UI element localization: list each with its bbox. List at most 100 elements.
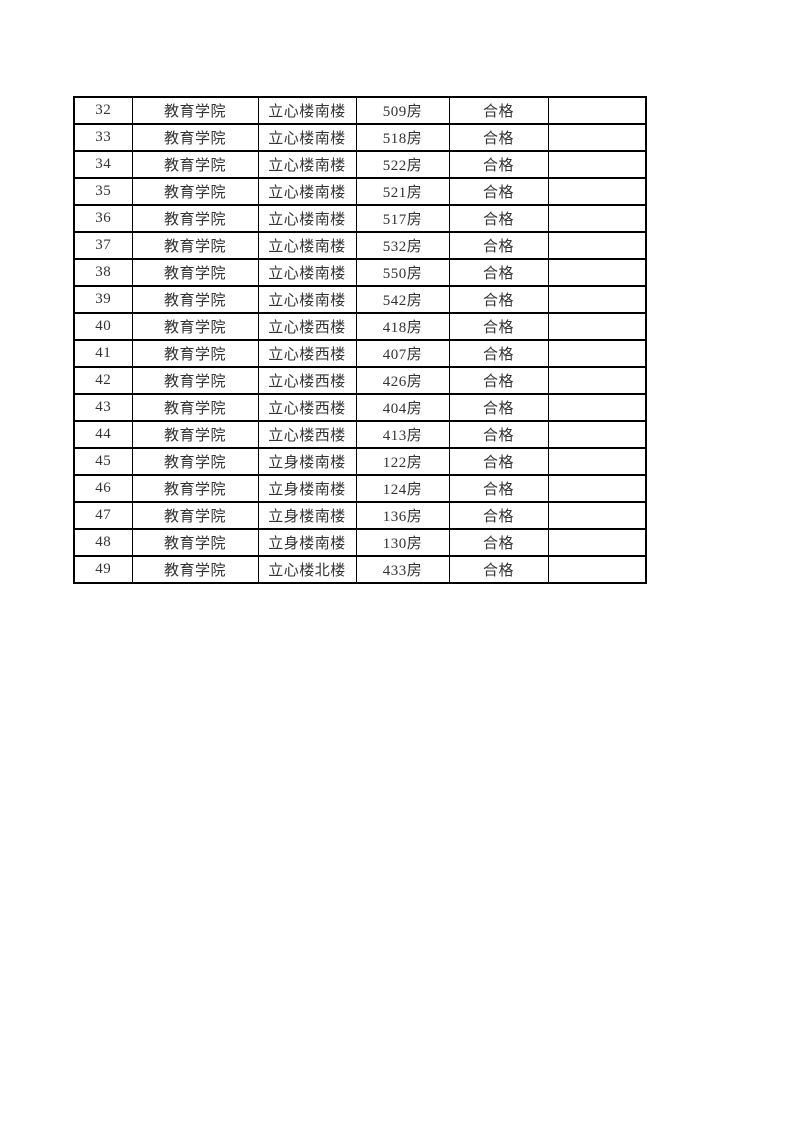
cell-status: 合格 [448,285,549,314]
cell-status: 合格 [448,366,549,395]
cell-college: 教育学院 [131,258,259,287]
cell-status: 合格 [448,150,549,179]
cell-building: 立心楼南楼 [257,258,357,287]
cell-row-number: 43 [73,393,133,422]
cell-building: 立心楼西楼 [257,339,357,368]
cell-row-number: 38 [73,258,133,287]
cell-status: 合格 [448,177,549,206]
cell-college: 教育学院 [131,312,259,341]
cell-college: 教育学院 [131,366,259,395]
cell-building: 立心楼南楼 [257,285,357,314]
cell-row-number: 47 [73,501,133,530]
table-row: 39 教育学院 立心楼南楼 542房 合格 [73,285,647,314]
cell-status: 合格 [448,339,549,368]
cell-room: 509房 [355,96,450,125]
cell-notes [547,474,647,503]
cell-college: 教育学院 [131,474,259,503]
cell-room: 124房 [355,474,450,503]
table-row: 32 教育学院 立心楼南楼 509房 合格 [73,96,647,125]
table-row: 46 教育学院 立身楼南楼 124房 合格 [73,474,647,503]
table-row: 33 教育学院 立心楼南楼 518房 合格 [73,123,647,152]
cell-row-number: 32 [73,96,133,125]
cell-status: 合格 [448,474,549,503]
cell-building: 立身楼南楼 [257,474,357,503]
cell-status: 合格 [448,312,549,341]
cell-building: 立身楼南楼 [257,447,357,476]
cell-row-number: 37 [73,231,133,260]
cell-notes [547,285,647,314]
cell-building: 立心楼西楼 [257,312,357,341]
cell-college: 教育学院 [131,447,259,476]
cell-room: 542房 [355,285,450,314]
cell-notes [547,150,647,179]
cell-notes [547,555,647,584]
cell-room: 518房 [355,123,450,152]
cell-building: 立心楼南楼 [257,123,357,152]
cell-notes [547,366,647,395]
cell-row-number: 45 [73,447,133,476]
cell-row-number: 35 [73,177,133,206]
cell-college: 教育学院 [131,501,259,530]
cell-row-number: 40 [73,312,133,341]
table-row: 37 教育学院 立心楼南楼 532房 合格 [73,231,647,260]
cell-status: 合格 [448,231,549,260]
cell-notes [547,447,647,476]
cell-row-number: 48 [73,528,133,557]
cell-room: 532房 [355,231,450,260]
cell-notes [547,231,647,260]
cell-row-number: 36 [73,204,133,233]
table-row: 49 教育学院 立心楼北楼 433房 合格 [73,555,647,584]
cell-status: 合格 [448,204,549,233]
cell-status: 合格 [448,258,549,287]
cell-college: 教育学院 [131,285,259,314]
table-row: 42 教育学院 立心楼西楼 426房 合格 [73,366,647,395]
cell-row-number: 49 [73,555,133,584]
cell-status: 合格 [448,393,549,422]
cell-college: 教育学院 [131,393,259,422]
cell-room: 122房 [355,447,450,476]
cell-row-number: 34 [73,150,133,179]
cell-room: 521房 [355,177,450,206]
cell-room: 136房 [355,501,450,530]
cell-college: 教育学院 [131,528,259,557]
cell-status: 合格 [448,420,549,449]
cell-row-number: 41 [73,339,133,368]
cell-notes [547,420,647,449]
cell-row-number: 33 [73,123,133,152]
cell-building: 立心楼南楼 [257,96,357,125]
cell-college: 教育学院 [131,96,259,125]
cell-notes [547,258,647,287]
cell-row-number: 39 [73,285,133,314]
cell-building: 立心楼南楼 [257,204,357,233]
cell-room: 517房 [355,204,450,233]
cell-building: 立心楼南楼 [257,231,357,260]
table-row: 48 教育学院 立身楼南楼 130房 合格 [73,528,647,557]
table-row: 44 教育学院 立心楼西楼 413房 合格 [73,420,647,449]
table-row: 40 教育学院 立心楼西楼 418房 合格 [73,312,647,341]
cell-notes [547,393,647,422]
cell-room: 433房 [355,555,450,584]
cell-college: 教育学院 [131,555,259,584]
cell-college: 教育学院 [131,231,259,260]
table-row: 47 教育学院 立身楼南楼 136房 合格 [73,501,647,530]
cell-room: 418房 [355,312,450,341]
table-row: 34 教育学院 立心楼南楼 522房 合格 [73,150,647,179]
cell-room: 130房 [355,528,450,557]
cell-room: 426房 [355,366,450,395]
cell-notes [547,312,647,341]
inspection-table: 32 教育学院 立心楼南楼 509房 合格 33 教育学院 立心楼南楼 518房 合格 34 教育学院… [73,96,647,584]
cell-room: 407房 [355,339,450,368]
cell-room: 522房 [355,150,450,179]
cell-building: 立心楼西楼 [257,393,357,422]
cell-building: 立心楼南楼 [257,177,357,206]
table-row: 43 教育学院 立心楼西楼 404房 合格 [73,393,647,422]
table-row: 45 教育学院 立身楼南楼 122房 合格 [73,447,647,476]
cell-row-number: 44 [73,420,133,449]
cell-status: 合格 [448,528,549,557]
cell-notes [547,501,647,530]
table-row: 35 教育学院 立心楼南楼 521房 合格 [73,177,647,206]
cell-building: 立身楼南楼 [257,501,357,530]
cell-status: 合格 [448,555,549,584]
cell-building: 立身楼南楼 [257,528,357,557]
